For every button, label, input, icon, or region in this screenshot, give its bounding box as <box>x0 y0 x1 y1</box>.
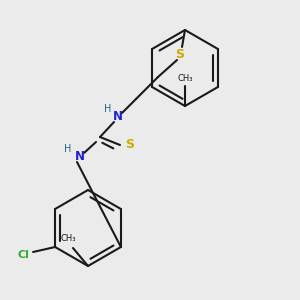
Text: S: S <box>176 49 184 62</box>
Text: N: N <box>113 110 123 124</box>
Text: N: N <box>75 151 85 164</box>
Text: H: H <box>104 104 112 114</box>
Text: H: H <box>64 144 72 154</box>
Text: S: S <box>125 139 134 152</box>
Text: CH₃: CH₃ <box>60 234 76 243</box>
Text: CH₃: CH₃ <box>177 74 193 83</box>
Text: Cl: Cl <box>17 250 29 260</box>
